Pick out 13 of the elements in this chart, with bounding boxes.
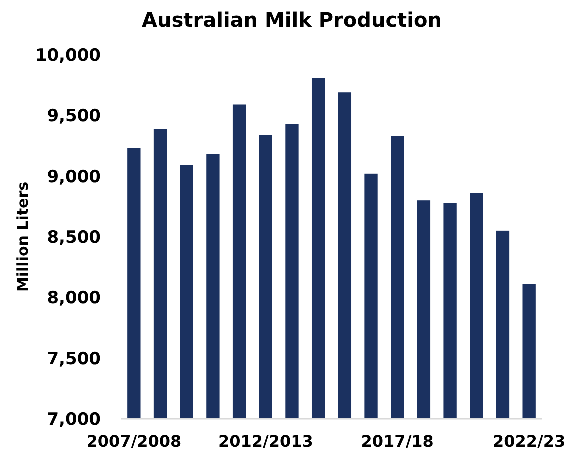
chart-title: Australian Milk Production [142, 8, 442, 32]
y-tick-label: 8,500 [47, 228, 102, 248]
y-tick-label: 7,500 [47, 349, 102, 370]
y-tick-label: 7,000 [47, 410, 102, 430]
x-tick-label: 2017/18 [361, 432, 434, 451]
y-axis-title: Million Liters [14, 182, 32, 292]
x-tick-label: 2012/2013 [218, 432, 314, 451]
y-tick-label: 10,000 [35, 46, 102, 66]
y-tick-label: 9,500 [47, 106, 102, 127]
y-tick-label: 8,000 [47, 288, 102, 309]
y-tick-label: 9,000 [47, 167, 102, 188]
x-tick-label: 2022/23 [493, 432, 566, 451]
x-tick-label: 2007/2008 [86, 432, 182, 451]
